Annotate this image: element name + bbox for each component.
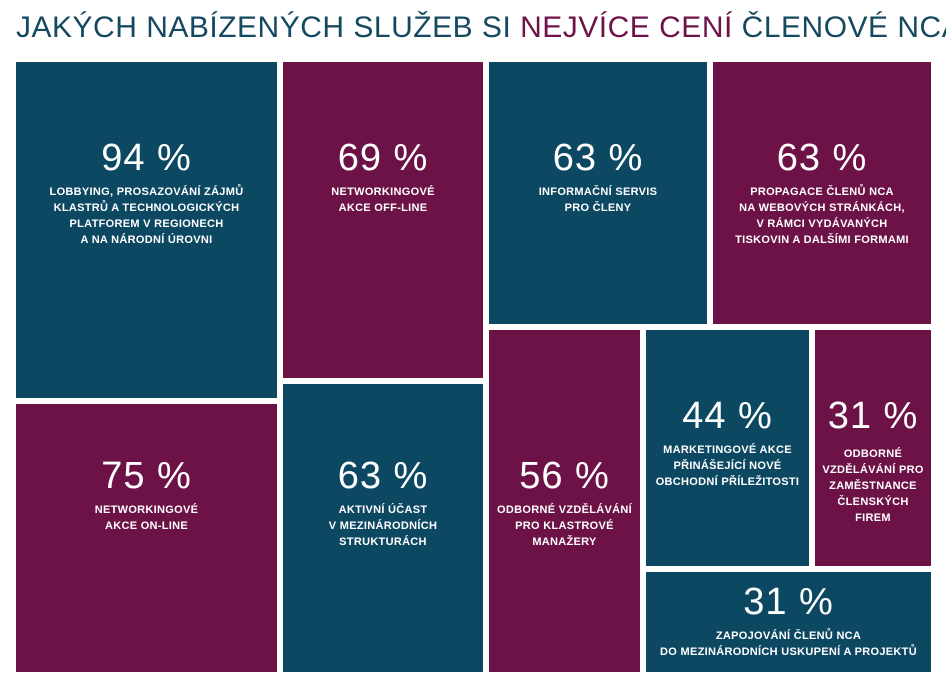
label-line: AKCE ON-LINE bbox=[104, 520, 189, 532]
title-highlight: NEJVÍCE CENÍ bbox=[520, 11, 733, 44]
label-line: TISKOVIN A DALŠÍMI FORMAMI bbox=[735, 234, 909, 246]
tile: 69 % NETWORKINGOVÉ AKCE OFF-LINE bbox=[283, 62, 483, 378]
label-line: OBCHODNÍ PŘÍLEŽITOSTI bbox=[655, 476, 800, 488]
label-line: DO MEZINÁRODNÍCH USKUPENÍ A PROJEKTŮ bbox=[660, 646, 917, 658]
tile-label: NETWORKINGOVÉ AKCE ON-LINE bbox=[20, 502, 273, 534]
tile-label: NETWORKINGOVÉ AKCE OFF-LINE bbox=[287, 184, 479, 216]
percent: 75 % bbox=[101, 455, 192, 497]
label-line: PRO ČLENY bbox=[564, 202, 632, 214]
percent: 56 % bbox=[519, 455, 610, 497]
label-line: ZAPOJOVÁNÍ ČLENŮ NCA bbox=[715, 630, 862, 642]
label-line: A NA NÁRODNÍ ÚROVNI bbox=[80, 234, 213, 246]
percent: 69 % bbox=[337, 137, 429, 179]
tile: 94 % LOBBYING, PROSAZOVÁNÍ ZÁJMŮ KLASTRŮ A… bbox=[16, 62, 277, 398]
label-line: AKTIVNÍ ÚČAST bbox=[338, 504, 428, 516]
tile: 44 % MARKETINGOVÉ AKCE PŘINÁŠEJÍCÍ NOVÉ OBC… bbox=[646, 330, 809, 566]
title-part: ČLENOVÉ NCA bbox=[732, 11, 946, 44]
percent: 63 % bbox=[776, 137, 868, 179]
label-line: INFORMAČNÍ SERVIS bbox=[538, 186, 658, 198]
tile: 63 % PROPAGACE ČLENŮ NCA NA WEBOVÝCH STRÁN… bbox=[713, 62, 931, 324]
label-line: NETWORKINGOVÉ bbox=[94, 504, 199, 516]
tile-label: ZAPOJOVÁNÍ ČLENŮ NCA DO MEZINÁRODNÍCH USK… bbox=[650, 628, 927, 660]
tile: 63 % AKTIVNÍ ÚČAST V MEZINÁRODNÍCH STRUKTUR… bbox=[283, 384, 483, 672]
label-line: PROPAGACE ČLENŮ NCA bbox=[750, 186, 894, 198]
label-line: MANAŽERY bbox=[532, 536, 597, 548]
label-line: ODBORNÉ VZDĚLÁVÁNÍ bbox=[497, 504, 632, 516]
label-line: FIREM bbox=[855, 512, 891, 524]
percent: 63 % bbox=[552, 137, 644, 179]
label-line: ZAMĚSTNANCE bbox=[829, 480, 917, 492]
label-line: LOBBYING, PROSAZOVÁNÍ ZÁJMŮ bbox=[49, 186, 244, 198]
tile: 63 % INFORMAČNÍ SERVIS PRO ČLENY bbox=[489, 62, 707, 324]
tile-label: MARKETINGOVÉ AKCE PŘINÁŠEJÍCÍ NOVÉ OBCHODN… bbox=[650, 442, 805, 490]
title: JAKÝCH NABÍZENÝCH SLUŽEB SI NEJVÍCE CENÍ… bbox=[16, 8, 946, 48]
tile-label: ODBORNÉ VZDĚLÁVÁNÍ PRO ZAMĚSTNANCE ČLENSKÝC… bbox=[819, 446, 927, 526]
label-line: ODBORNÉ bbox=[843, 448, 903, 460]
tile-label: INFORMAČNÍ SERVIS PRO ČLENY bbox=[493, 184, 703, 216]
label-line: AKCE OFF-LINE bbox=[338, 202, 428, 214]
label-line: VZDĚLÁVÁNÍ PRO bbox=[822, 464, 924, 476]
percent: 31 % bbox=[827, 395, 919, 437]
percent: 94 % bbox=[101, 137, 192, 179]
percent: 63 % bbox=[337, 455, 429, 497]
label-line: V RÁMCI VYDÁVANÝCH bbox=[756, 218, 888, 230]
label-line: PŘINÁŠEJÍCÍ NOVÉ bbox=[673, 460, 782, 472]
tile-label: LOBBYING, PROSAZOVÁNÍ ZÁJMŮ KLASTRŮ A TEC… bbox=[20, 184, 273, 248]
tile: 31 % ZAPOJOVÁNÍ ČLENŮ NCA DO MEZINÁRODNÍCH… bbox=[646, 572, 931, 672]
percent: 44 % bbox=[682, 395, 773, 437]
tile-label: ODBORNÉ VZDĚLÁVÁNÍ PRO KLASTROVÉ MANAŽERY bbox=[493, 502, 636, 550]
label-line: NETWORKINGOVÉ bbox=[331, 186, 435, 198]
label-line: KLASTRŮ A TECHNOLOGICKÝCH bbox=[53, 202, 240, 214]
tile: 75 % NETWORKINGOVÉ AKCE ON-LINE bbox=[16, 404, 277, 672]
tile: 56 % ODBORNÉ VZDĚLÁVÁNÍ PRO KLASTROVÉ MANAŽ… bbox=[489, 330, 640, 672]
label-line: NA WEBOVÝCH STRÁNKÁCH, bbox=[739, 202, 905, 214]
tile: 31 % ODBORNÉ VZDĚLÁVÁNÍ PRO ZAMĚSTNANCE ČLEN… bbox=[815, 330, 931, 566]
label-line: PLATFOREM V REGIONECH bbox=[69, 218, 224, 230]
tile-label: AKTIVNÍ ÚČAST V MEZINÁRODNÍCH STRUKTURÁCH bbox=[287, 502, 479, 550]
percent: 31 % bbox=[743, 581, 834, 623]
label-line: STRUKTURÁCH bbox=[339, 536, 427, 548]
label-line: MARKETINGOVÉ AKCE bbox=[663, 444, 792, 456]
label-line: PRO KLASTROVÉ bbox=[515, 520, 614, 532]
title-part: JAKÝCH NABÍZENÝCH SLUŽEB SI bbox=[16, 11, 521, 44]
label-line: ČLENSKÝCH bbox=[837, 496, 909, 508]
tile-label: PROPAGACE ČLENŮ NCA NA WEBOVÝCH STRÁNKÁCH… bbox=[717, 184, 927, 248]
label-line: V MEZINÁRODNÍCH bbox=[328, 520, 438, 532]
